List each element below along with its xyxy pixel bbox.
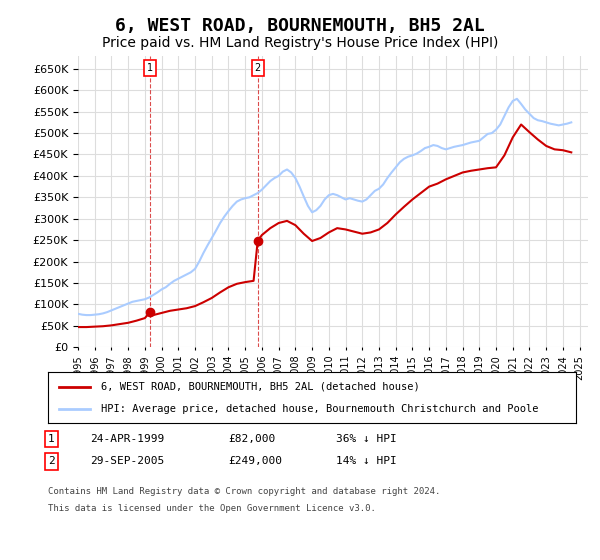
Text: 24-APR-1999: 24-APR-1999 [90,434,164,444]
Text: 2: 2 [48,456,55,466]
Text: 14% ↓ HPI: 14% ↓ HPI [336,456,397,466]
Text: 36% ↓ HPI: 36% ↓ HPI [336,434,397,444]
Text: HPI: Average price, detached house, Bournemouth Christchurch and Poole: HPI: Average price, detached house, Bour… [101,404,538,414]
Text: 2: 2 [254,63,261,73]
Text: Price paid vs. HM Land Registry's House Price Index (HPI): Price paid vs. HM Land Registry's House … [102,36,498,50]
Text: This data is licensed under the Open Government Licence v3.0.: This data is licensed under the Open Gov… [48,504,376,513]
Text: 29-SEP-2005: 29-SEP-2005 [90,456,164,466]
Text: 6, WEST ROAD, BOURNEMOUTH, BH5 2AL (detached house): 6, WEST ROAD, BOURNEMOUTH, BH5 2AL (deta… [101,381,419,391]
Text: Contains HM Land Registry data © Crown copyright and database right 2024.: Contains HM Land Registry data © Crown c… [48,487,440,496]
Text: 1: 1 [147,63,153,73]
Text: £82,000: £82,000 [228,434,275,444]
Text: 1: 1 [48,434,55,444]
Text: 6, WEST ROAD, BOURNEMOUTH, BH5 2AL: 6, WEST ROAD, BOURNEMOUTH, BH5 2AL [115,17,485,35]
Text: £249,000: £249,000 [228,456,282,466]
